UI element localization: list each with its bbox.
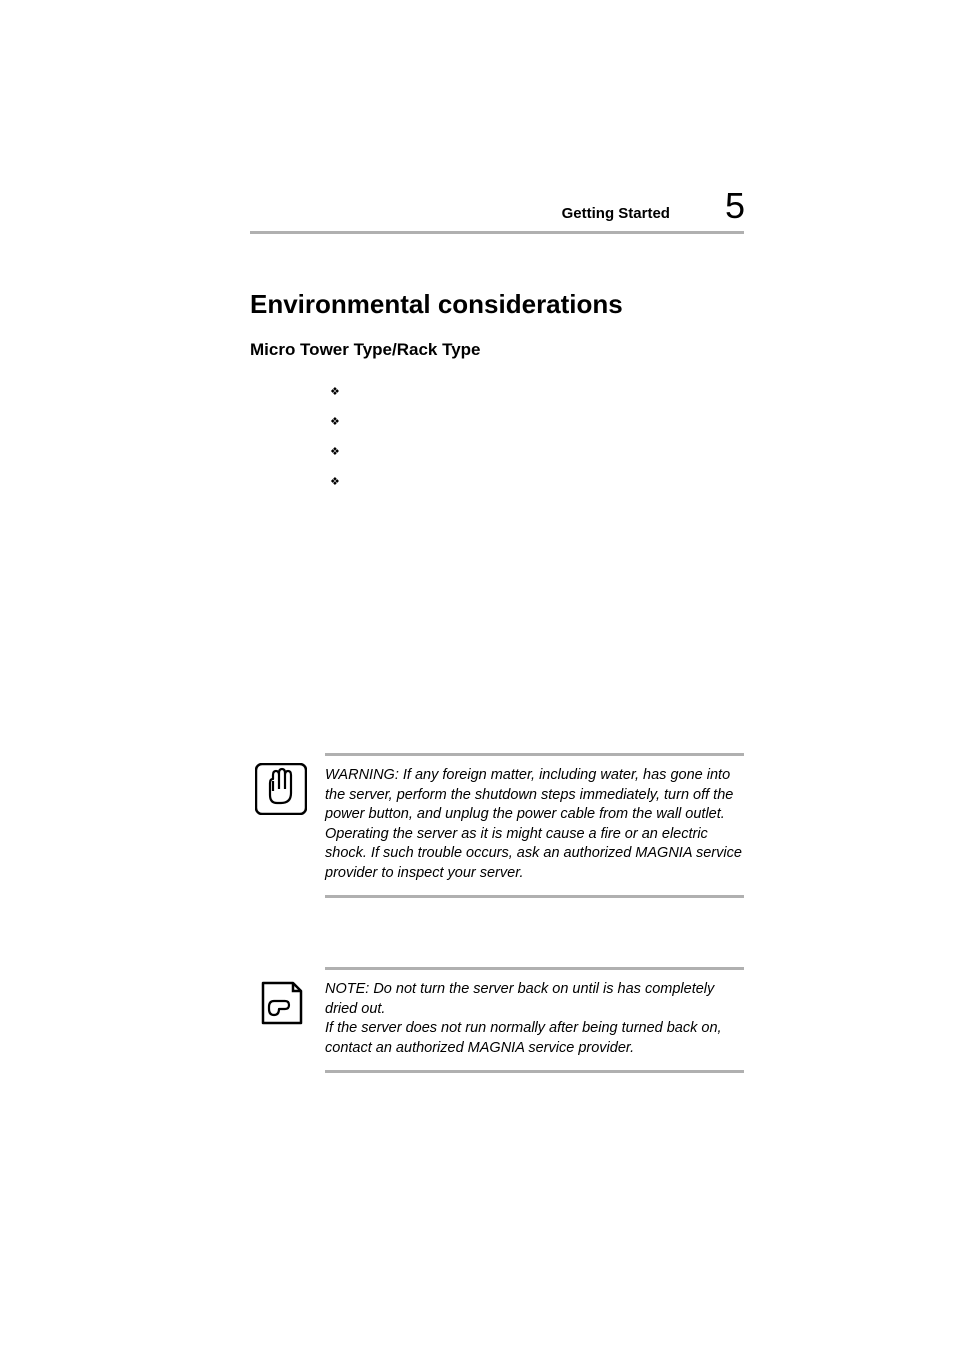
stop-hand-icon — [255, 763, 307, 815]
section-label: Getting Started — [562, 205, 670, 222]
bullet-list — [250, 382, 744, 502]
list-item — [330, 382, 744, 412]
list-item — [330, 412, 744, 442]
warning-text: WARNING: If any foreign matter, includin… — [325, 766, 744, 883]
divider — [325, 895, 744, 898]
note-callout: NOTE: Do not turn the server back on unt… — [255, 967, 744, 1073]
page-header: Getting Started 5 — [250, 185, 744, 234]
note-text: NOTE: Do not turn the server back on unt… — [325, 980, 744, 1058]
list-item — [330, 442, 744, 472]
divider — [325, 1070, 744, 1073]
divider — [325, 967, 744, 970]
divider — [325, 753, 744, 756]
warning-callout: WARNING: If any foreign matter, includin… — [255, 753, 744, 898]
list-item — [330, 472, 744, 502]
heading-1: Environmental considerations — [250, 289, 744, 320]
page-number: 5 — [725, 185, 744, 227]
heading-2: Micro Tower Type/Rack Type — [250, 340, 744, 360]
note-pointer-icon — [255, 977, 307, 1029]
